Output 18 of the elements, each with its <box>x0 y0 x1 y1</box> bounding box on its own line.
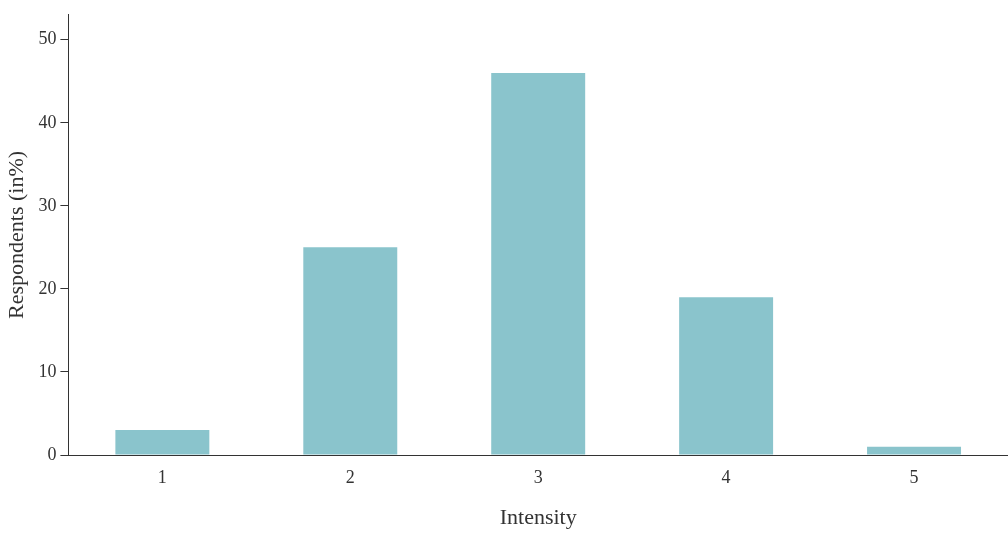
y-tick-label: 20 <box>38 277 57 298</box>
x-tick-label: 5 <box>909 466 919 487</box>
bar <box>679 297 774 455</box>
x-axis-title: Intensity <box>499 503 577 529</box>
x-tick-label: 3 <box>533 466 543 487</box>
bar <box>491 72 586 455</box>
y-tick-label: 40 <box>38 111 57 132</box>
y-tick-label: 10 <box>38 360 57 381</box>
bar <box>867 446 962 455</box>
x-tick-label: 2 <box>345 466 355 487</box>
x-tick-label: 4 <box>721 466 731 487</box>
bar <box>303 247 398 455</box>
y-tick-label: 30 <box>38 194 57 215</box>
y-tick-label: 0 <box>47 443 57 464</box>
y-axis-title: Respondents (in%) <box>2 150 28 319</box>
bar <box>115 430 210 455</box>
x-tick-label: 1 <box>157 466 167 487</box>
y-tick-label: 50 <box>38 28 57 49</box>
